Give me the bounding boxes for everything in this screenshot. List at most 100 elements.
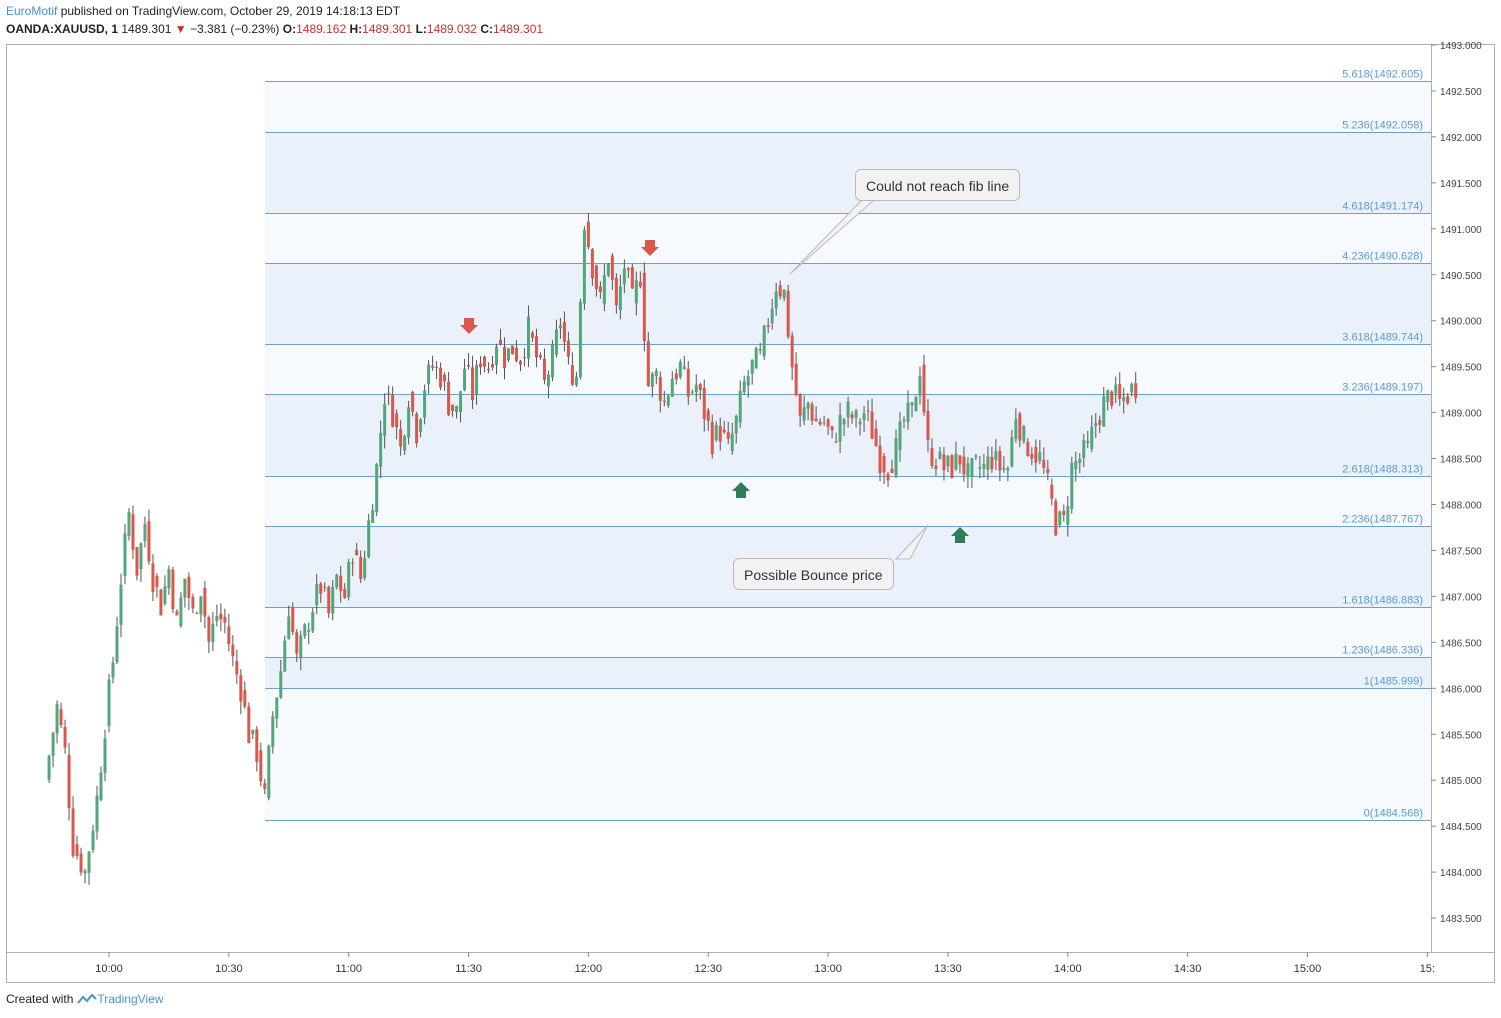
candle-body — [774, 291, 778, 309]
fib-label-3.236: 3.236(1489.197) — [1342, 382, 1423, 394]
x-tick-label: 14:30 — [1174, 963, 1202, 975]
candle-body — [259, 750, 263, 782]
candle-body — [351, 562, 355, 564]
candle-body — [678, 362, 682, 378]
fib-band — [265, 344, 1431, 395]
signal-markers — [460, 240, 969, 543]
candle-body — [870, 411, 874, 439]
candle-body — [499, 339, 503, 345]
candle-body — [287, 616, 291, 640]
x-tick-label: 14:00 — [1054, 963, 1082, 975]
fib-label-2.236: 2.236(1487.767) — [1342, 514, 1423, 526]
y-tick-label: 1492.500 — [1440, 87, 1482, 98]
candle-body — [111, 662, 115, 678]
candle-body — [766, 325, 770, 327]
candle-body — [171, 569, 175, 610]
created-with-text: Created with — [6, 992, 74, 1006]
candle-body — [626, 268, 630, 270]
candle-body — [962, 456, 966, 475]
candle-body — [606, 263, 610, 276]
y-tick-label: 1485.000 — [1440, 776, 1482, 787]
fib-label-0: 0(1484.568) — [1364, 808, 1423, 820]
candle-body — [191, 597, 195, 609]
arrow-down-icon — [641, 240, 659, 256]
candle-body — [534, 336, 538, 358]
x-tick-label: 15: — [1420, 963, 1435, 975]
candle-body — [518, 361, 522, 365]
candle-body — [295, 632, 299, 654]
candle-body — [99, 772, 103, 801]
x-tick-label: 13:30 — [934, 963, 962, 975]
x-tick-label: 10:00 — [95, 963, 123, 975]
candle-body — [982, 463, 986, 469]
candle-body — [483, 356, 487, 367]
candle-body — [974, 455, 978, 457]
fib-label-5.618: 5.618(1492.605) — [1342, 69, 1423, 81]
candle-body — [507, 348, 510, 361]
candle-body — [1006, 468, 1010, 471]
candle-body — [542, 358, 546, 380]
publish-line: EuroMotif published on TradingView.com, … — [6, 4, 400, 18]
candle-body — [802, 407, 806, 421]
candle-body — [427, 364, 431, 385]
candle-body — [115, 626, 119, 663]
candle-body — [91, 830, 95, 850]
candle-body — [1086, 440, 1090, 443]
candle-body — [431, 365, 435, 368]
candle-body — [694, 384, 698, 393]
candle-body — [439, 367, 443, 388]
candle-body — [1030, 454, 1034, 459]
candle-body — [95, 795, 99, 832]
candle-body — [199, 596, 203, 615]
candle-body — [966, 463, 970, 477]
fib-band — [265, 262, 1431, 345]
y-tick-label: 1491.500 — [1440, 179, 1482, 190]
candle-body — [255, 729, 259, 762]
candle-body — [1034, 446, 1038, 463]
published-text: published on TradingView.com, October 29… — [60, 4, 401, 18]
open-value: 1489.162 — [296, 22, 347, 36]
candle-body — [986, 456, 990, 470]
candle-body — [970, 458, 974, 478]
fib-label-2.618: 2.618(1488.313) — [1342, 464, 1423, 476]
tradingview-link[interactable]: TradingView — [97, 992, 164, 1006]
candle-body — [622, 268, 626, 285]
candle-body — [846, 401, 850, 418]
candle-body — [730, 433, 734, 452]
last-price: 1489.301 — [121, 22, 172, 36]
candle-body — [1130, 383, 1134, 393]
tradingview-logo-icon — [77, 993, 98, 1004]
candle-body — [890, 468, 894, 473]
candle-body — [998, 450, 1002, 471]
time-axis-frame[interactable] — [6, 952, 1495, 983]
author-link[interactable]: EuroMotif — [6, 4, 58, 18]
candle-body — [934, 465, 938, 469]
candle-body — [898, 421, 902, 451]
candle-body — [738, 390, 742, 423]
time-axis: 10:00 10:30 11:00 11:30 12:00 12:30 13:00 13:30… — [95, 952, 1435, 975]
candle-body — [666, 395, 670, 406]
candle-body — [463, 368, 467, 391]
candle-body — [554, 329, 558, 355]
candle-body — [151, 563, 155, 593]
candle-body — [1070, 462, 1074, 509]
candle-body — [914, 397, 918, 412]
candle-body — [359, 556, 363, 580]
candle-body — [503, 347, 507, 369]
fib-labels: 0(1484.568) 1(1485.999) 1.236(1486.336) 1.6… — [1342, 69, 1423, 820]
candle-body — [471, 367, 475, 401]
candle-body — [650, 373, 654, 387]
candle-body — [762, 325, 766, 357]
low-label: L: — [415, 22, 427, 36]
candle-body — [355, 549, 359, 555]
candle-body — [395, 413, 399, 428]
candle-body — [223, 616, 227, 623]
candle-body — [674, 373, 678, 380]
candle-body — [1126, 396, 1130, 404]
fib-label-4.618: 4.618(1491.174) — [1342, 201, 1423, 213]
candle-body — [315, 584, 319, 605]
y-tick-label: 1493.000 — [1440, 41, 1482, 52]
candle-body — [514, 347, 518, 361]
candle-body — [850, 414, 854, 419]
